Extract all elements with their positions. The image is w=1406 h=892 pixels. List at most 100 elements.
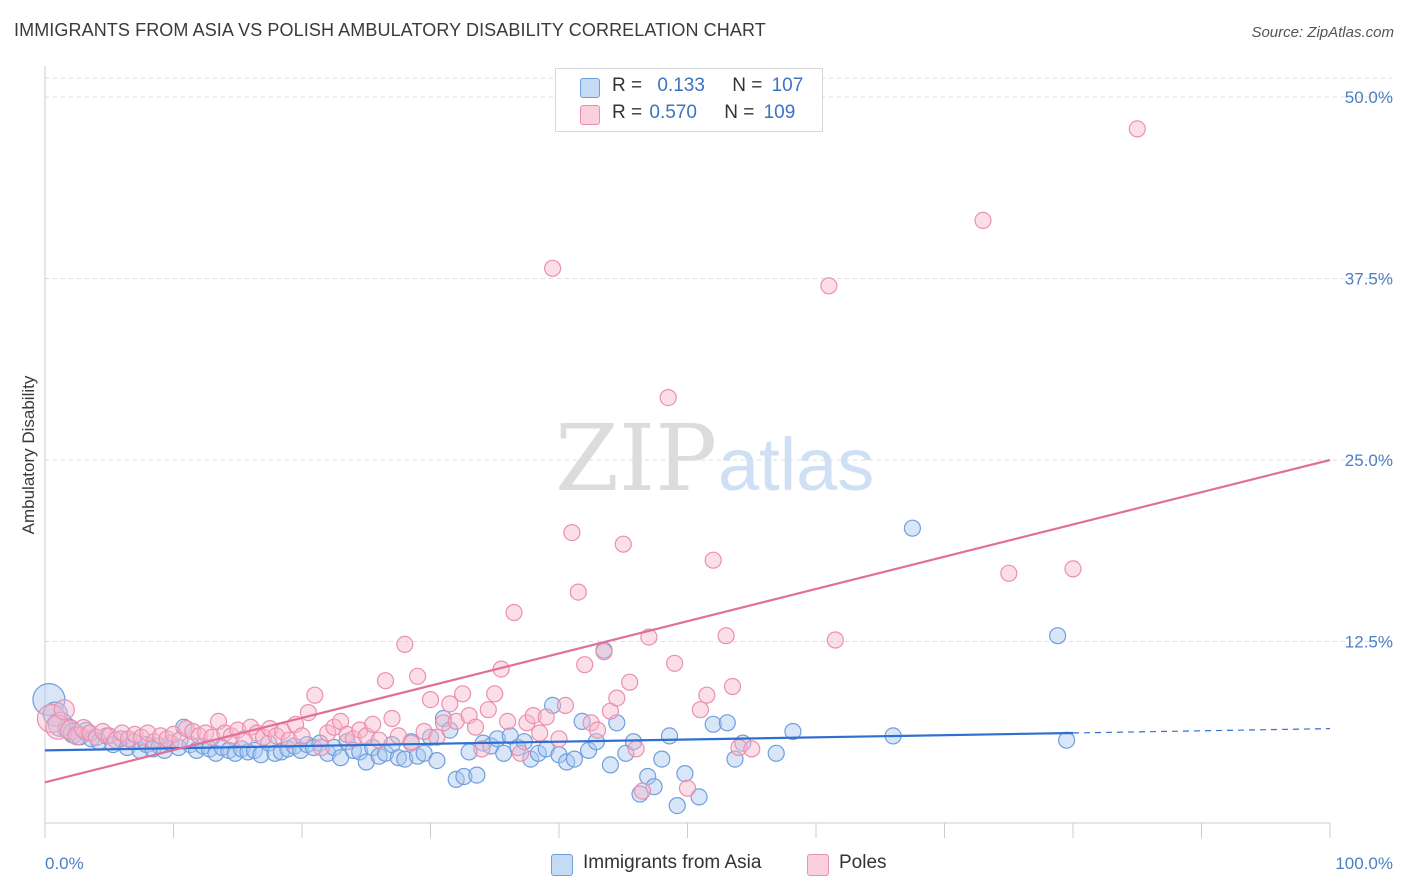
data-point	[665, 654, 684, 672]
data-point	[319, 724, 337, 742]
data-point	[550, 730, 568, 748]
data-point	[266, 744, 284, 762]
data-point	[718, 714, 736, 732]
data-point	[668, 796, 686, 815]
data-point	[723, 677, 742, 696]
data-point	[569, 583, 587, 601]
watermark: ZIP atlas	[555, 405, 874, 512]
data-point	[1064, 560, 1082, 578]
bottom-legend-swatch-pink	[807, 854, 829, 876]
data-point	[691, 701, 710, 719]
data-point	[601, 756, 620, 774]
data-point	[698, 686, 716, 704]
data-point	[113, 724, 131, 742]
y-tick-label: 37.5%	[1345, 270, 1393, 289]
tick-labels: 12.5% 25.0% 37.5% 50.0% 0.0% 100.0%	[45, 88, 1393, 873]
data-point	[640, 628, 658, 646]
chart-title: IMMIGRANTS FROM ASIA VS POLISH AMBULATOR…	[14, 20, 766, 40]
data-point	[254, 728, 273, 746]
y-tick-label: 12.5%	[1345, 633, 1393, 652]
data-point	[820, 277, 838, 295]
data-point	[473, 740, 491, 758]
data-point	[53, 699, 75, 721]
data-point	[495, 744, 513, 762]
data-point	[717, 627, 735, 645]
data-point	[306, 686, 324, 704]
data-point	[633, 782, 652, 800]
source-label: Source: ZipAtlas.com	[1251, 24, 1394, 41]
data-point	[428, 728, 446, 746]
data-point	[396, 635, 414, 654]
data-point	[573, 712, 591, 731]
data-point	[524, 706, 542, 725]
data-point	[389, 749, 407, 767]
data-point	[383, 709, 401, 728]
data-point	[1048, 627, 1067, 645]
data-point	[454, 685, 472, 703]
data-point	[565, 750, 584, 768]
data-point	[659, 389, 677, 407]
data-point	[145, 733, 163, 751]
data-point	[631, 785, 649, 803]
data-point	[537, 708, 555, 726]
data-point	[1128, 120, 1146, 138]
data-point	[332, 749, 350, 767]
data-point	[1057, 731, 1076, 749]
data-point	[455, 767, 473, 786]
data-point	[139, 724, 157, 742]
series-poles	[36, 120, 1146, 800]
data-point	[479, 701, 497, 719]
data-point	[421, 728, 440, 746]
legend-r-value: 0.570	[649, 102, 697, 123]
data-point	[441, 695, 459, 713]
data-point	[531, 724, 549, 742]
data-point	[974, 211, 992, 229]
trend-line-immigrants-extension	[1072, 728, 1331, 734]
data-point	[767, 744, 785, 762]
data-point	[784, 722, 802, 741]
data-point	[396, 750, 414, 768]
trend-lines	[44, 458, 1331, 784]
data-point	[1000, 564, 1018, 582]
data-point	[676, 764, 694, 783]
bottom-legend-label-poles: Poles	[839, 852, 887, 873]
legend-r-label: R =	[612, 75, 643, 96]
data-point	[678, 779, 697, 797]
data-point	[207, 744, 225, 762]
legend-swatch-blue	[580, 78, 600, 98]
x-tick-label-max: 100.0%	[1335, 854, 1393, 873]
data-point	[621, 673, 639, 691]
data-point	[704, 551, 722, 569]
data-point	[576, 656, 594, 674]
data-point	[505, 603, 523, 622]
data-point	[660, 727, 679, 745]
legend-swatch-pink	[580, 105, 600, 125]
watermark-zip: ZIP	[555, 405, 717, 512]
data-point	[543, 259, 562, 277]
data-point	[614, 535, 632, 553]
trend-line-poles	[44, 458, 1331, 784]
data-point	[743, 740, 761, 758]
data-point	[486, 685, 504, 703]
data-point	[595, 643, 613, 661]
data-point	[556, 696, 575, 715]
trend-line-immigrants	[44, 731, 1074, 752]
data-point	[45, 714, 71, 740]
legend-n-value: 109	[763, 102, 796, 123]
data-point	[563, 523, 581, 542]
axes	[44, 66, 1331, 838]
data-point	[376, 672, 395, 690]
legend-n-label: N =	[724, 102, 755, 123]
x-tick-label-min: 0.0%	[45, 854, 84, 873]
data-point	[627, 740, 645, 758]
legend-n-label: N =	[732, 75, 763, 96]
data-point	[293, 727, 311, 745]
data-point	[364, 715, 382, 733]
legend-r-value: 0.133	[657, 75, 705, 96]
data-point	[653, 750, 671, 768]
watermark-atlas: atlas	[718, 423, 874, 506]
legend-r-label: R =	[612, 102, 643, 123]
data-point	[325, 718, 343, 736]
data-point	[280, 731, 298, 749]
